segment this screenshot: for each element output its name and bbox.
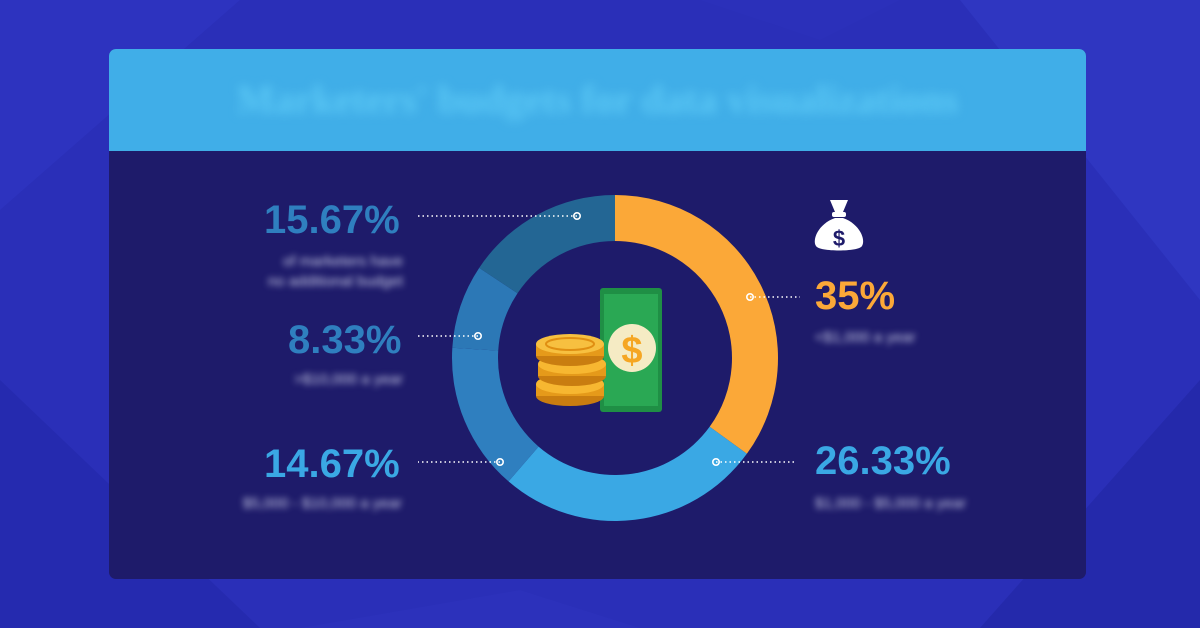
- slice-label-14-67: 14.67%: [264, 442, 400, 486]
- slice-label-26-33: 26.33%: [815, 439, 951, 483]
- slice-desc-over-10000: >$10,000 a year: [294, 371, 403, 388]
- donut-slice-0: [615, 195, 778, 454]
- slice-desc-no-budget: of marketers have no additional budget: [267, 253, 403, 290]
- chart-card: Marketers' budgets for data visualizatio…: [109, 49, 1086, 579]
- slice-label-35: 35%: [815, 274, 896, 318]
- svg-text:$: $: [833, 226, 845, 251]
- svg-text:$: $: [621, 330, 642, 372]
- cash-coins-icon: $: [536, 288, 662, 412]
- donut-slice-3: [452, 267, 518, 351]
- chart-title: Marketers' budgets for data visualizatio…: [236, 77, 959, 122]
- money-bag-icon: $: [814, 200, 864, 251]
- slice-label-15-67: 15.67%: [264, 198, 400, 242]
- slice-desc-under-1000: <$1,000 a year: [815, 329, 916, 346]
- donut-slice-4: [479, 195, 615, 294]
- slice-label-8-33: 8.33%: [288, 318, 402, 362]
- donut-slice-1: [508, 426, 747, 521]
- card-header: Marketers' budgets for data visualizatio…: [109, 49, 1086, 151]
- donut-slice-2: [452, 347, 539, 482]
- slice-desc-1000-5000: $1,000 - $5,000 a year: [815, 495, 966, 512]
- slice-desc-5000-10000: $5,000 - $10,000 a year: [242, 495, 402, 512]
